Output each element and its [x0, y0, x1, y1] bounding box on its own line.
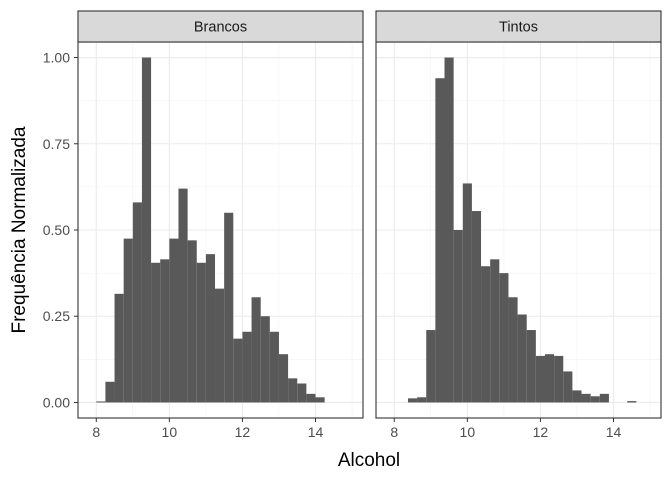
facet-panel-brancos: Brancos 8 10 12 14 — [77, 10, 364, 440]
y-tick-label: 1.00 — [43, 50, 70, 66]
facet-strip-label: Tintos — [499, 20, 538, 36]
histogram-bar — [96, 401, 106, 403]
x-tick-label: 10 — [162, 424, 178, 440]
histogram-bar — [196, 262, 206, 403]
histogram-bar — [269, 331, 279, 403]
histogram-bar — [233, 338, 243, 403]
facet-strip-label: Brancos — [194, 20, 247, 36]
x-tick-label: 8 — [390, 424, 398, 440]
histogram-bar — [563, 371, 573, 403]
histogram-bar — [105, 381, 115, 403]
x-axis-title: Alcohol — [338, 450, 400, 471]
histogram-bar — [242, 331, 252, 403]
histogram-bar — [260, 316, 270, 403]
histogram-bar — [288, 378, 298, 403]
x-tick-label: 12 — [533, 424, 549, 440]
histogram-bar — [544, 354, 555, 403]
histogram-bar — [453, 230, 463, 403]
histogram-bar — [187, 240, 197, 403]
x-tick-label: 8 — [92, 424, 100, 440]
histogram-bar — [462, 183, 472, 403]
x-tick-label: 10 — [460, 424, 476, 440]
histogram-bar — [572, 390, 582, 403]
histogram-bar — [169, 238, 179, 403]
y-tick-label: 0.25 — [43, 308, 70, 324]
x-tick-label: 14 — [308, 424, 324, 440]
histogram-bar — [471, 211, 482, 403]
y-tick-label: 0.50 — [43, 222, 70, 238]
histogram-bar — [526, 330, 536, 403]
histogram-bar — [444, 57, 454, 403]
histogram-bar — [517, 314, 527, 403]
y-tick-label: 0.00 — [43, 394, 70, 410]
histogram-bar — [278, 354, 289, 403]
facet-strip — [77, 10, 364, 43]
histogram-bar — [499, 273, 509, 403]
histogram-bar — [215, 288, 225, 403]
histogram-bar — [224, 212, 234, 403]
histogram-bar — [417, 397, 427, 403]
histogram-bar — [599, 393, 609, 403]
histogram-bar — [581, 393, 591, 403]
histogram-bar — [535, 355, 545, 403]
histogram-bar — [508, 297, 518, 403]
histogram-bar — [426, 330, 436, 403]
histogram-bar — [306, 393, 316, 403]
histogram-bar — [132, 202, 142, 403]
histogram-bar — [114, 293, 124, 403]
histogram-bar — [407, 398, 418, 403]
histogram-bar — [490, 259, 500, 403]
histogram-bar — [481, 266, 491, 403]
histogram-bar — [141, 57, 152, 403]
histogram-bar — [315, 397, 325, 403]
facet-strip — [375, 10, 662, 43]
histogram-bar — [627, 401, 637, 403]
x-tick-label: 12 — [235, 424, 251, 440]
histogram-bar — [160, 259, 170, 403]
histogram-bar — [123, 238, 133, 403]
histogram-bar — [251, 297, 261, 403]
histogram-bar — [590, 396, 600, 403]
y-axis-title: Frequência Normalizada — [9, 126, 30, 333]
histogram-bar — [178, 188, 188, 403]
histogram-bar — [205, 254, 216, 403]
x-tick-label: 14 — [606, 424, 622, 440]
histogram-bar — [297, 383, 307, 403]
histogram-bar — [554, 355, 564, 403]
facet-panel-tintos: Tintos 8 10 12 14 — [375, 10, 662, 440]
histogram-bar — [435, 78, 445, 403]
histogram-bar — [151, 262, 161, 403]
y-tick-label: 0.75 — [43, 136, 70, 152]
